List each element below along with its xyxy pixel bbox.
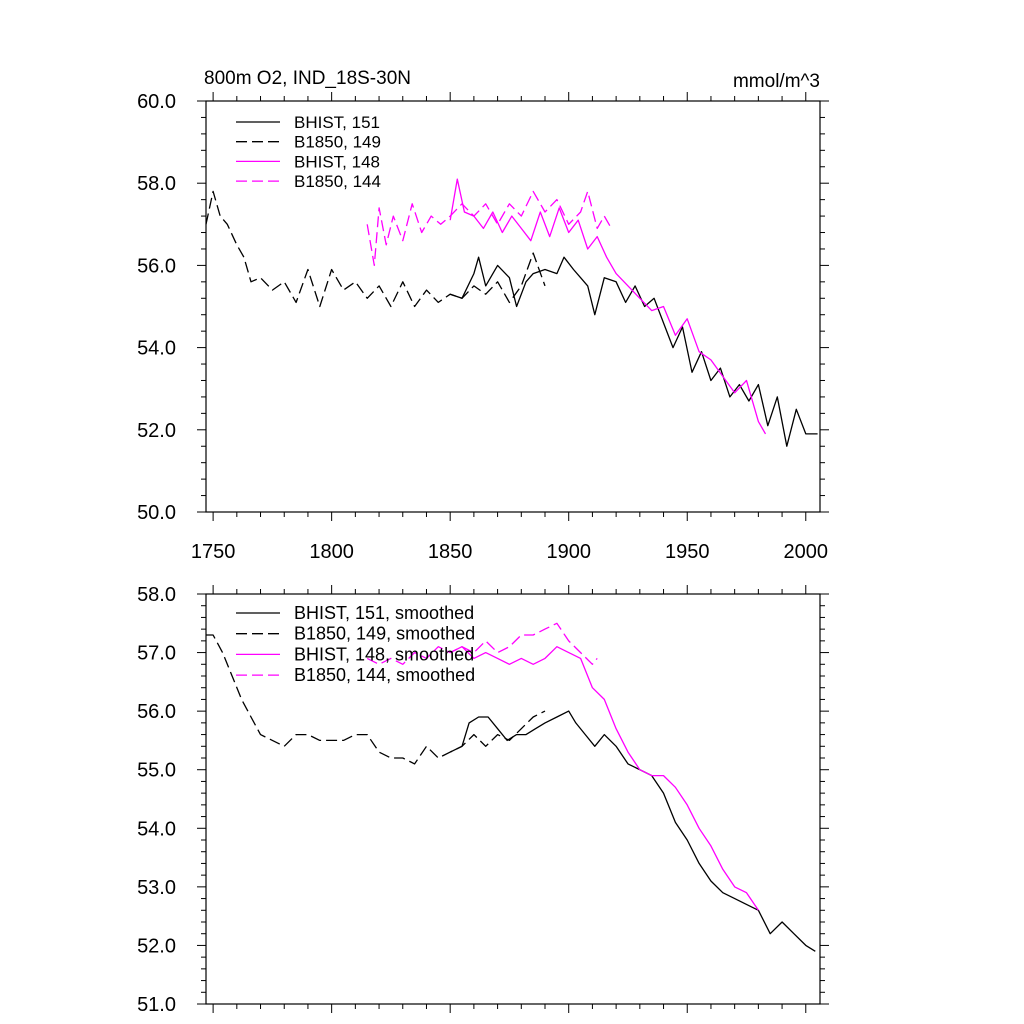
- legend-label: B1850, 144: [294, 172, 381, 191]
- y-tick-label: 58.0: [137, 584, 176, 606]
- x-tick-label: 1900: [546, 541, 591, 563]
- y-tick-label: 56.0: [137, 255, 176, 277]
- bottom-panel: 51.0 52.0 53.0 54.0 55.0 56.0 57.0 58.0 BHIST, 1…: [137, 584, 829, 1016]
- series-line: [366, 622, 598, 665]
- plot-frame: [205, 593, 821, 1005]
- series-line: [449, 256, 818, 447]
- y-tick-label: 52.0: [137, 420, 176, 442]
- series-line: [449, 178, 767, 435]
- series-line: [366, 190, 612, 267]
- units-label: mmol/m^3: [733, 71, 820, 92]
- series-line: [205, 190, 546, 308]
- series-line: [206, 634, 546, 765]
- top-panel: 1750 1800 1850 1900 1950 2000 50.0 52.0 54.0 56.0…: [137, 68, 829, 563]
- series-line: [449, 710, 816, 952]
- y-tick-label: 56.0: [137, 701, 176, 723]
- x-tick-label: 1950: [665, 541, 710, 563]
- y-tick-label: 54.0: [137, 338, 176, 360]
- legend-label: BHIST, 151: [294, 113, 380, 132]
- legend-label: B1850, 149: [294, 133, 381, 152]
- plot-frame: [205, 100, 821, 513]
- y-tick-label: 52.0: [137, 935, 176, 957]
- y-tick-label: 57.0: [137, 643, 176, 665]
- y-tick-label: 53.0: [137, 877, 176, 899]
- legend-label: BHIST, 151, smoothed: [294, 603, 474, 623]
- legend-label: B1850, 144, smoothed: [294, 665, 475, 685]
- y-tick-label: 55.0: [137, 760, 176, 782]
- x-tick-label: 1850: [428, 541, 473, 563]
- series-line: [449, 646, 759, 911]
- y-tick-label: 54.0: [137, 818, 176, 840]
- x-tick-label: 1800: [309, 541, 354, 563]
- legend-label: B1850, 149, smoothed: [294, 624, 475, 644]
- legend-label: BHIST, 148, smoothed: [294, 644, 474, 664]
- y-tick-label: 51.0: [137, 994, 176, 1016]
- y-tick-label: 58.0: [137, 173, 176, 195]
- x-tick-label: 2000: [784, 541, 829, 563]
- chart-title: 800m O2, IND_18S-30N: [204, 68, 411, 89]
- y-tick-label: 50.0: [137, 502, 176, 524]
- y-tick-label: 60.0: [137, 91, 176, 113]
- legend-label: BHIST, 148: [294, 152, 380, 171]
- x-tick-label: 1750: [191, 541, 236, 563]
